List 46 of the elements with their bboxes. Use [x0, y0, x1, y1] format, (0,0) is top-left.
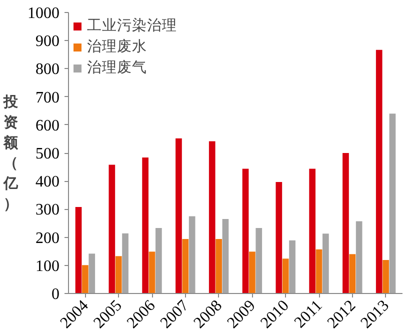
y-tick-label: 500 [36, 146, 60, 162]
legend-label: 工业污染治理 [87, 16, 177, 35]
y-tick-label: 0 [52, 286, 60, 303]
bar [142, 157, 148, 294]
bar [309, 168, 316, 294]
y-tick-label: 700 [36, 89, 60, 106]
bar [256, 228, 262, 294]
bar [356, 221, 362, 294]
bar [242, 168, 249, 294]
y-tick-label: 300 [36, 202, 60, 219]
bar [75, 206, 82, 294]
bar [216, 238, 222, 294]
legend-label: 治理废气 [87, 58, 147, 77]
bar [176, 138, 182, 294]
bar [282, 258, 289, 294]
bar [322, 234, 329, 294]
bar [122, 233, 128, 294]
bar [389, 114, 396, 294]
y-tick-label: 400 [36, 174, 60, 191]
bar [188, 216, 196, 294]
bar [349, 254, 356, 294]
y-axis-title: 投资额（亿） [2, 94, 20, 212]
bar [342, 153, 349, 294]
y-tick-label: 100 [36, 258, 60, 275]
bar [208, 141, 216, 294]
bar [249, 252, 256, 294]
bar [82, 265, 88, 294]
y-tick-label: 600 [36, 117, 60, 134]
y-tick-label: 200 [36, 230, 60, 247]
legend-label: 治理废水 [87, 37, 147, 56]
bar [222, 219, 229, 294]
x-tick-label: 2011 [291, 297, 326, 332]
y-tick-label: 1000 [28, 5, 60, 22]
bar [115, 256, 122, 294]
bar [108, 164, 116, 294]
bar [382, 260, 389, 294]
bar [289, 240, 296, 294]
y-tick-label: 900 [36, 33, 60, 50]
bar [182, 238, 189, 294]
bar [276, 182, 282, 294]
bar [88, 254, 96, 294]
bar [156, 228, 162, 294]
bar [376, 50, 382, 294]
y-tick-label: 800 [36, 61, 60, 78]
bar [316, 249, 322, 294]
bar [148, 252, 156, 294]
